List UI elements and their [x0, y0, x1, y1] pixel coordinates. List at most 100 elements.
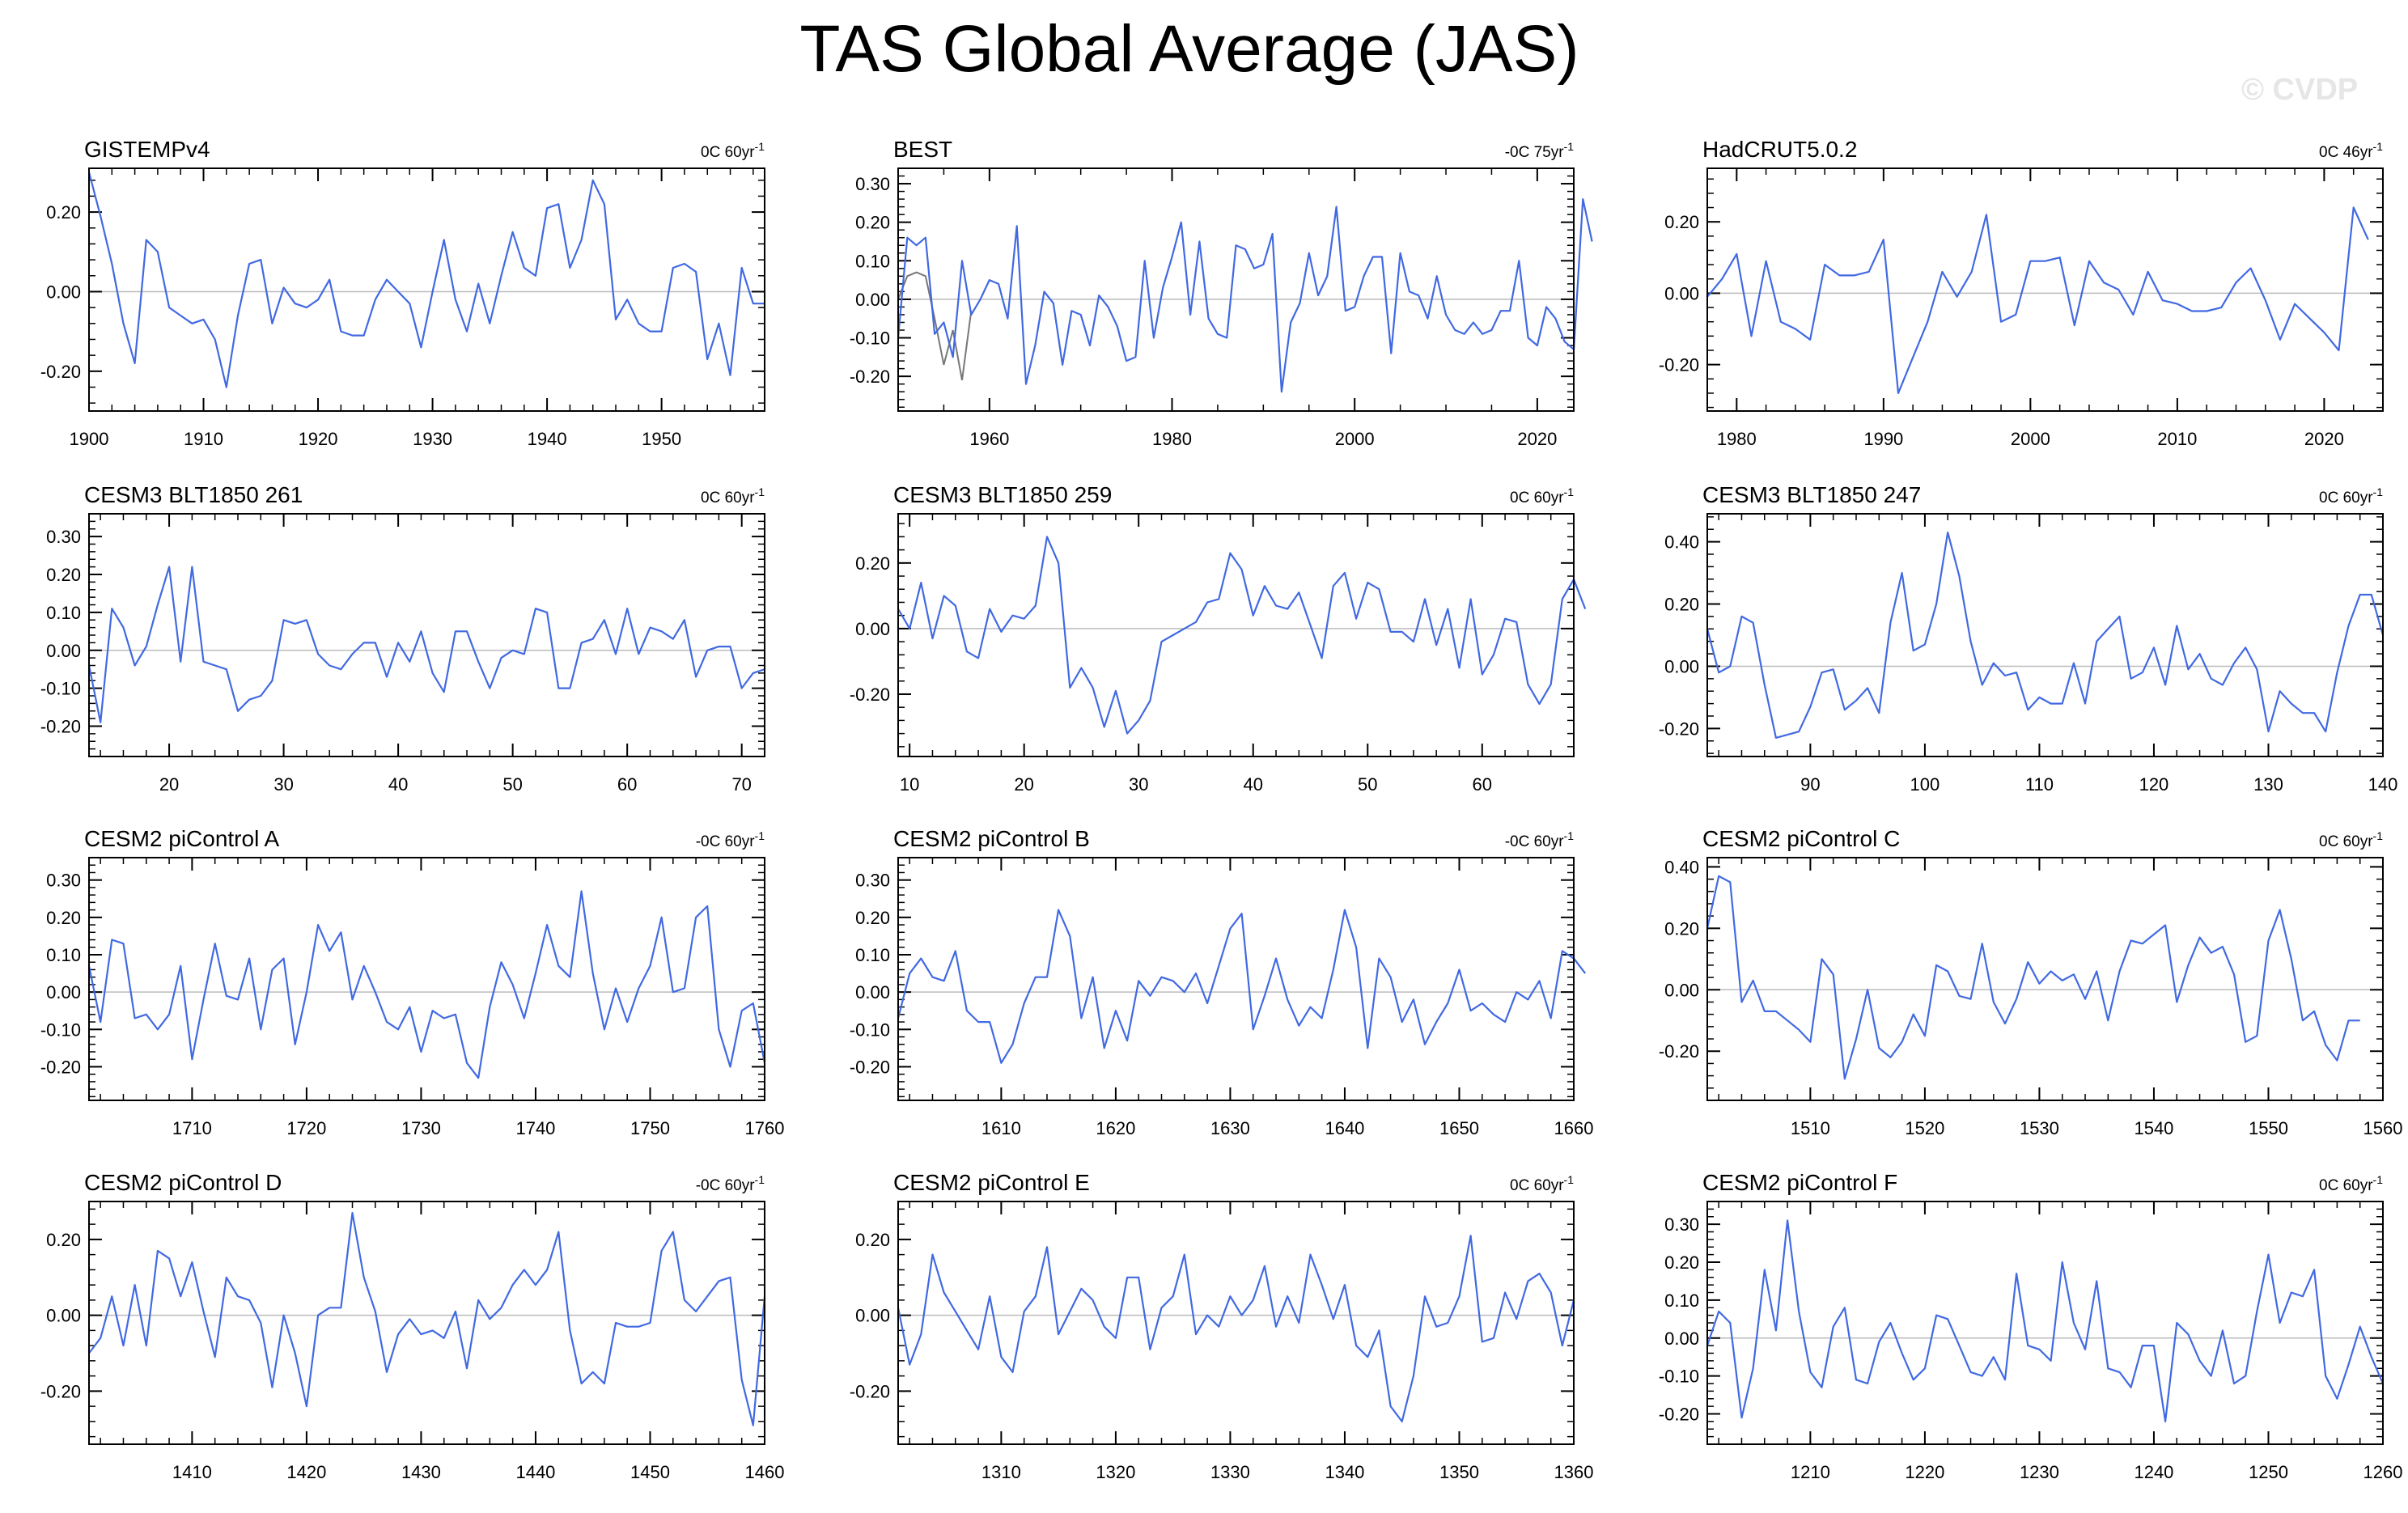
- plot-frame: [1706, 167, 2384, 412]
- y-tick-label: 0.30: [1664, 1214, 1699, 1235]
- y-tick-label: 0.00: [1664, 980, 1699, 1000]
- x-tick-label: 1960: [969, 429, 1009, 449]
- series-line: [897, 536, 1587, 735]
- x-tick-label: 1510: [1791, 1118, 1830, 1138]
- x-tick-label: 1340: [1325, 1462, 1364, 1482]
- panel-title: HadCRUT5.0.2: [1702, 137, 1857, 162]
- x-tick-label: 1220: [1905, 1462, 1944, 1482]
- panel-1: GISTEMPv4 0C 60yr-1 1900 1910 1920 1930 1940 19…: [40, 137, 765, 449]
- x-tick-label: 2000: [1335, 429, 1375, 449]
- plot-frame: [1706, 857, 2384, 1101]
- x-tick-label: 1760: [745, 1118, 785, 1138]
- series-line: [88, 1211, 766, 1426]
- panel-title: CESM2 piControl C: [1702, 826, 1900, 851]
- y-tick-label: 0.00: [855, 1306, 890, 1326]
- y-tick-label: 0.20: [1664, 1252, 1699, 1273]
- trend-label: 0C 60yr-1: [2319, 829, 2383, 850]
- y-tick-label: 0.20: [1664, 595, 1699, 615]
- x-tick-label: 1420: [286, 1462, 326, 1482]
- y-tick-label: 0.00: [1664, 1329, 1699, 1349]
- y-tick-label: 0.20: [855, 1230, 890, 1250]
- y-tick-label: -0.10: [850, 1019, 890, 1040]
- panel-title: CESM3 BLT1850 247: [1702, 482, 1921, 507]
- y-tick-label: 0.10: [46, 945, 81, 965]
- plot-frame: [897, 167, 1575, 412]
- y-tick-label: 0.00: [46, 982, 81, 1002]
- y-tick-label: 0.40: [1664, 532, 1699, 553]
- x-tick-label: 1530: [2020, 1118, 2059, 1138]
- panel-title: CESM2 piControl F: [1702, 1170, 1897, 1195]
- x-tick-label: 1650: [1439, 1118, 1479, 1138]
- series-line: [897, 1235, 1575, 1423]
- y-tick-label: 0.20: [1664, 918, 1699, 939]
- panel-title: CESM2 piControl B: [893, 826, 1090, 851]
- x-tick-label: 10: [900, 774, 919, 795]
- trend-exponent: -1: [2373, 140, 2384, 153]
- x-tick-label: 1920: [299, 429, 338, 449]
- x-tick-label: 1540: [2134, 1118, 2173, 1138]
- x-tick-label: 1620: [1096, 1118, 1135, 1138]
- plot-frame: [1706, 513, 2384, 757]
- x-tick-label: 1720: [286, 1118, 326, 1138]
- panel-12: CESM2 piControl F 0C 60yr-1 1210 1220 1230 12…: [1659, 1170, 2403, 1482]
- x-tick-label: 20: [159, 774, 179, 795]
- panel-10: CESM2 piControl D -0C 60yr-1 1410 1420 1430 1…: [40, 1170, 785, 1482]
- trend-exponent: -1: [1564, 140, 1575, 153]
- trend-exponent: -1: [1564, 1173, 1575, 1186]
- x-tick-label: 1980: [1717, 429, 1757, 449]
- y-tick-label: 0.00: [1664, 283, 1699, 303]
- y-tick-label: 0.00: [46, 1306, 81, 1326]
- y-tick-label: -0.20: [850, 1057, 890, 1077]
- trend-label: -0C 60yr-1: [696, 829, 765, 850]
- x-tick-label: 1450: [630, 1462, 670, 1482]
- x-tick-label: 50: [502, 774, 522, 795]
- x-tick-label: 1910: [184, 429, 223, 449]
- plot-frame: [88, 1201, 765, 1445]
- x-tick-label: 1350: [1439, 1462, 1479, 1482]
- trend-label: 0C 46yr-1: [2319, 140, 2383, 161]
- trend-label: 0C 60yr-1: [2319, 485, 2383, 506]
- plot-frame: [897, 1201, 1575, 1445]
- y-tick-label: 0.00: [46, 282, 81, 302]
- plot-frame: [88, 857, 765, 1101]
- x-tick-label: 1980: [1152, 429, 1192, 449]
- panel-title: BEST: [893, 137, 952, 162]
- trend-label: 0C 60yr-1: [2319, 1173, 2383, 1194]
- panel-5: CESM3 BLT1850 259 0C 60yr-1 10 20 30 40 50 60 -0…: [850, 482, 1587, 795]
- y-tick-label: 0.20: [46, 908, 81, 928]
- y-tick-label: -0.20: [40, 717, 81, 737]
- series-line: [1706, 875, 2360, 1080]
- y-tick-label: -0.20: [850, 1381, 890, 1401]
- x-tick-label: 130: [2253, 774, 2283, 795]
- y-tick-label: 0.10: [46, 603, 81, 623]
- panel-2: BEST -0C 75yr-1 1960 1980 2000 2020 -0.20 -0.10…: [850, 137, 1593, 449]
- x-tick-label: 1310: [981, 1462, 1021, 1482]
- y-tick-label: 0.20: [46, 1230, 81, 1250]
- x-tick-label: 2020: [1517, 429, 1557, 449]
- x-tick-label: 1250: [2249, 1462, 2288, 1482]
- trend-label: -0C 60yr-1: [696, 1173, 765, 1194]
- y-tick-label: 0.30: [46, 871, 81, 891]
- trend-exponent: -1: [1564, 829, 1575, 842]
- y-tick-label: 0.30: [46, 527, 81, 547]
- x-tick-label: 40: [1243, 774, 1262, 795]
- plot-frame: [88, 167, 765, 412]
- series-line: [87, 890, 766, 1079]
- x-tick-label: 2020: [2304, 429, 2344, 449]
- y-tick-label: 0.00: [46, 641, 81, 661]
- y-tick-label: 0.00: [1664, 656, 1699, 676]
- x-tick-label: 1950: [642, 429, 681, 449]
- y-tick-label: 0.20: [46, 202, 81, 222]
- x-tick-label: 1990: [1863, 429, 1903, 449]
- panel-title: GISTEMPv4: [84, 137, 210, 162]
- panel-7: CESM2 piControl A -0C 60yr-1 1710 1720 1730 1…: [40, 826, 785, 1138]
- panel-title: CESM2 piControl D: [84, 1170, 282, 1195]
- x-tick-label: 1440: [515, 1462, 555, 1482]
- series-line: [897, 909, 1587, 1064]
- y-tick-label: -0.10: [40, 1019, 81, 1040]
- y-tick-label: -0.10: [40, 679, 81, 699]
- panel-9: CESM2 piControl C 0C 60yr-1 1510 1520 1530 15…: [1659, 826, 2403, 1138]
- trend-exponent: -1: [755, 140, 765, 153]
- y-tick-label: -0.20: [850, 684, 890, 705]
- x-tick-label: 1660: [1554, 1118, 1594, 1138]
